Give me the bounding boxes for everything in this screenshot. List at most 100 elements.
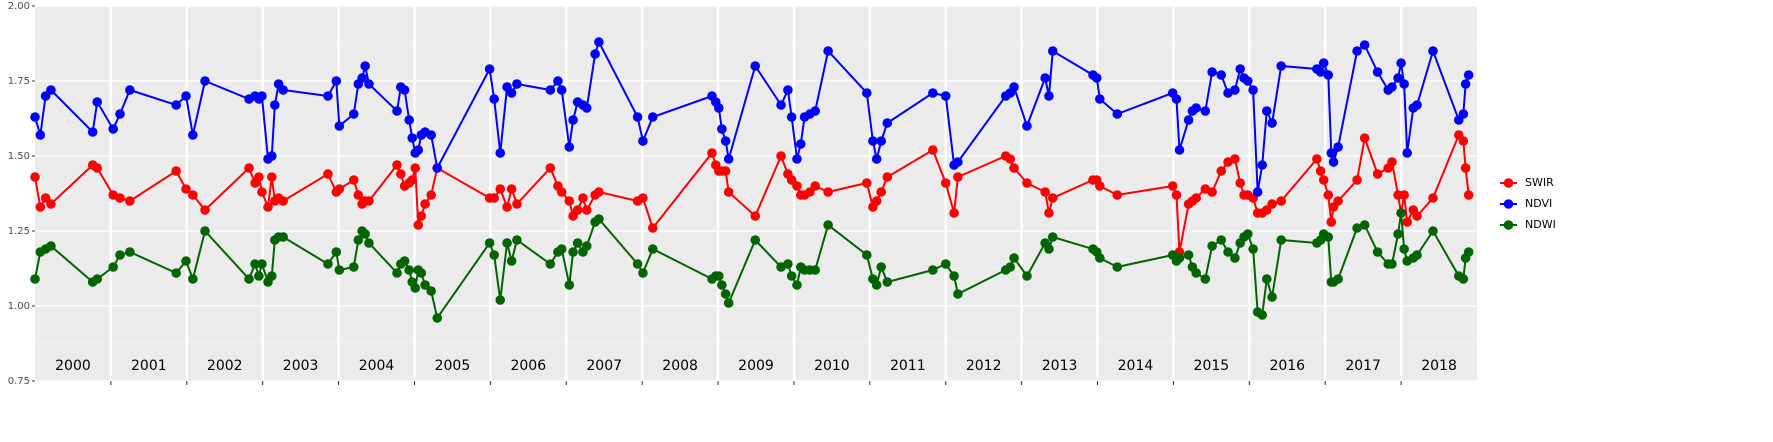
data-point	[323, 169, 333, 179]
year-label: 2018	[1421, 358, 1457, 374]
data-point	[1112, 109, 1123, 119]
year-label: 2012	[966, 358, 1002, 374]
data-point	[1174, 253, 1185, 263]
data-point	[545, 163, 556, 173]
data-point	[254, 271, 264, 281]
data-point	[1040, 73, 1050, 83]
data-point	[1095, 253, 1105, 263]
y-tick-label: 1.25	[8, 226, 30, 237]
data-point	[940, 178, 951, 188]
data-point	[484, 64, 495, 74]
year-label: 2002	[207, 358, 243, 374]
data-point	[1323, 190, 1334, 200]
data-point	[1333, 274, 1343, 284]
data-point	[564, 196, 575, 206]
data-point	[940, 259, 951, 269]
data-point	[416, 211, 427, 221]
data-point	[720, 166, 731, 176]
data-point	[940, 91, 951, 101]
data-point	[714, 271, 724, 281]
data-point	[1412, 100, 1422, 110]
data-point	[188, 190, 198, 200]
data-point	[723, 187, 734, 197]
data-point	[1463, 247, 1474, 257]
data-point	[810, 265, 820, 275]
data-point	[862, 88, 872, 98]
data-point	[323, 91, 333, 101]
data-point	[171, 268, 181, 278]
data-point	[30, 274, 40, 284]
data-point	[786, 271, 797, 281]
data-point	[334, 184, 345, 194]
data-point	[1387, 259, 1397, 269]
data-point	[392, 268, 402, 278]
data-point	[1352, 46, 1362, 56]
data-point	[792, 181, 802, 191]
data-point	[949, 271, 959, 281]
data-point	[871, 196, 882, 206]
year-label: 2004	[359, 358, 395, 374]
data-point	[125, 196, 135, 206]
data-point	[348, 109, 359, 119]
data-point	[108, 124, 118, 134]
data-point	[357, 73, 367, 83]
data-point	[581, 103, 592, 113]
data-point	[783, 85, 793, 95]
year-label: 2010	[814, 358, 850, 374]
year-label: 2013	[1042, 358, 1078, 374]
data-point	[115, 109, 125, 119]
data-point	[1276, 196, 1286, 206]
data-point	[323, 259, 333, 269]
data-point	[108, 262, 118, 272]
data-point	[1230, 85, 1240, 95]
data-point	[92, 274, 103, 284]
data-point	[1463, 70, 1474, 80]
data-point	[572, 238, 583, 248]
data-point	[1387, 157, 1397, 167]
data-point	[720, 136, 731, 146]
data-point	[334, 265, 345, 275]
data-point	[723, 154, 734, 164]
data-point	[1044, 208, 1054, 218]
data-point	[1276, 61, 1286, 71]
data-point	[1091, 73, 1102, 83]
data-point	[392, 106, 402, 116]
data-point	[35, 130, 46, 140]
data-point	[1200, 106, 1211, 116]
data-point	[1359, 40, 1370, 50]
data-point	[1460, 79, 1471, 89]
data-point	[188, 274, 198, 284]
data-point	[1318, 175, 1329, 185]
data-point	[1359, 220, 1370, 230]
data-point	[270, 100, 280, 110]
data-point	[46, 85, 56, 95]
data-point	[420, 280, 430, 290]
data-point	[1044, 244, 1054, 254]
data-point	[399, 256, 410, 266]
data-point	[638, 193, 648, 203]
data-point	[30, 112, 40, 122]
data-point	[638, 136, 648, 146]
data-point	[1261, 106, 1272, 116]
data-point	[1412, 211, 1422, 221]
y-tick-label: 2.00	[8, 1, 30, 12]
data-point	[1399, 79, 1409, 89]
data-point	[568, 247, 578, 257]
year-label: 2000	[55, 358, 91, 374]
data-point	[1463, 190, 1474, 200]
data-point	[1044, 91, 1054, 101]
data-point	[404, 115, 414, 125]
data-point	[171, 100, 181, 110]
data-point	[1267, 118, 1277, 128]
data-point	[1009, 253, 1019, 263]
data-point	[1005, 154, 1016, 164]
data-point	[181, 91, 191, 101]
data-point	[1359, 133, 1370, 143]
data-point	[1402, 217, 1412, 227]
data-point	[1393, 229, 1403, 239]
data-point	[115, 193, 125, 203]
data-point	[882, 172, 893, 182]
data-point	[1458, 136, 1469, 146]
data-point	[1174, 145, 1185, 155]
